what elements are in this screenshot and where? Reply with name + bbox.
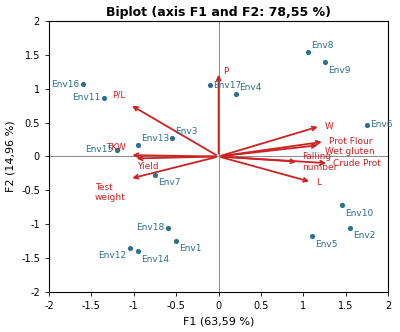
Text: W: W: [325, 122, 334, 130]
Text: Env11: Env11: [72, 93, 101, 102]
Text: P: P: [223, 67, 228, 76]
Point: [164, 225, 171, 230]
Point: [135, 249, 141, 254]
X-axis label: F1 (63,59 %): F1 (63,59 %): [183, 316, 254, 326]
Text: Env6: Env6: [370, 120, 393, 129]
Point: [304, 49, 311, 54]
Text: Env2: Env2: [354, 231, 376, 240]
Point: [322, 59, 328, 64]
Text: Env15: Env15: [85, 145, 114, 154]
Text: Env17: Env17: [214, 81, 242, 90]
Point: [364, 122, 370, 127]
Text: Env14: Env14: [142, 255, 170, 264]
Text: Falling
number: Falling number: [302, 152, 338, 172]
Point: [309, 234, 315, 239]
Text: Env12: Env12: [98, 251, 126, 260]
Text: Env10: Env10: [345, 208, 373, 217]
Point: [80, 81, 86, 87]
Text: Wet gluten: Wet gluten: [325, 146, 374, 156]
Point: [232, 92, 239, 97]
Point: [169, 135, 175, 140]
Text: Env3: Env3: [175, 126, 198, 135]
Text: Env5: Env5: [315, 240, 338, 249]
Point: [135, 142, 141, 148]
Title: Biplot (axis F1 and F2: 78,55 %): Biplot (axis F1 and F2: 78,55 %): [106, 6, 331, 19]
Point: [207, 83, 213, 88]
Point: [126, 245, 133, 251]
Text: Env4: Env4: [239, 83, 261, 92]
Text: Env18: Env18: [136, 223, 164, 232]
Text: Env7: Env7: [158, 178, 181, 187]
Text: TKW: TKW: [106, 143, 126, 152]
Point: [338, 203, 345, 208]
Point: [347, 225, 353, 230]
Y-axis label: F2 (14,96 %): F2 (14,96 %): [6, 121, 16, 192]
Text: L: L: [316, 178, 321, 187]
Text: Env1: Env1: [180, 244, 202, 253]
Text: Env16: Env16: [51, 80, 80, 89]
Text: Env9: Env9: [328, 66, 350, 75]
Point: [114, 147, 120, 152]
Text: Crude Prot: Crude Prot: [333, 159, 381, 168]
Text: Env8: Env8: [311, 41, 334, 49]
Point: [152, 172, 158, 177]
Text: Prot Flour: Prot Flour: [329, 137, 372, 146]
Text: Env13: Env13: [142, 134, 170, 143]
Text: Test
weight: Test weight: [94, 183, 125, 202]
Text: Yield: Yield: [137, 162, 159, 171]
Text: P/L: P/L: [112, 91, 125, 100]
Point: [173, 238, 180, 244]
Point: [101, 95, 107, 100]
